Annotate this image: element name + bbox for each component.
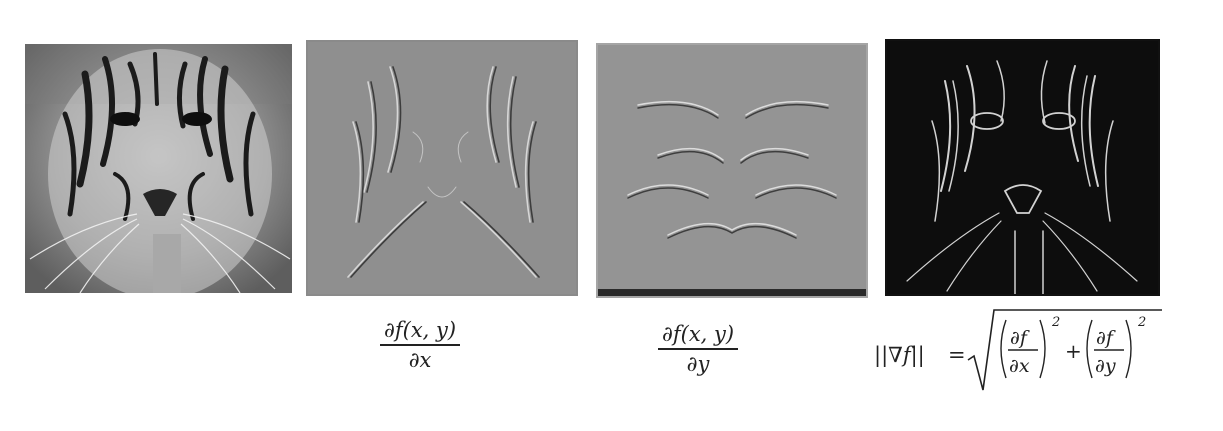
y-derivative-formula: ∂f(x, y) ∂y <box>658 322 739 376</box>
fraction-bar <box>380 344 461 346</box>
y-derivative-image <box>596 43 868 298</box>
term1-denominator: ∂x <box>1009 355 1030 377</box>
y-derivative-fraction: ∂f(x, y) ∂y <box>658 322 739 376</box>
x-derivative-numerator: ∂f(x, y) <box>384 318 457 342</box>
left-paren-2 <box>1086 319 1093 379</box>
original-tiger-image <box>25 44 292 293</box>
plus-sign: + <box>1065 339 1082 363</box>
term1-exponent: 2 <box>1051 315 1060 330</box>
x-derivative-denominator: ∂x <box>408 347 432 372</box>
term2-denominator: ∂y <box>1095 355 1116 377</box>
right-paren-1 <box>1039 319 1046 379</box>
gradient-magnitude-image <box>885 39 1160 296</box>
x-derivative-image <box>306 40 578 296</box>
y-derivative-denominator: ∂y <box>686 351 710 376</box>
term1-numerator: ∂f <box>1010 327 1030 349</box>
fraction-bar <box>658 348 739 350</box>
x-derivative-formula: ∂f(x, y) ∂x <box>380 318 461 372</box>
term2-exponent: 2 <box>1137 315 1146 330</box>
left-paren-1 <box>1000 319 1007 379</box>
term2-numerator: ∂f <box>1096 327 1116 349</box>
right-paren-2 <box>1125 319 1132 379</box>
y-derivative-numerator: ∂f(x, y) <box>662 322 735 346</box>
x-derivative-fraction: ∂f(x, y) ∂x <box>380 318 461 372</box>
magnitude-lhs: ||∇f|| <box>874 343 925 368</box>
gradient-magnitude-formula: ||∇f|| = ∂f ∂x 2 + ∂f ∂y 2 <box>872 306 1162 398</box>
equals-sign: = <box>948 343 966 367</box>
radical-sign <box>967 309 1162 391</box>
